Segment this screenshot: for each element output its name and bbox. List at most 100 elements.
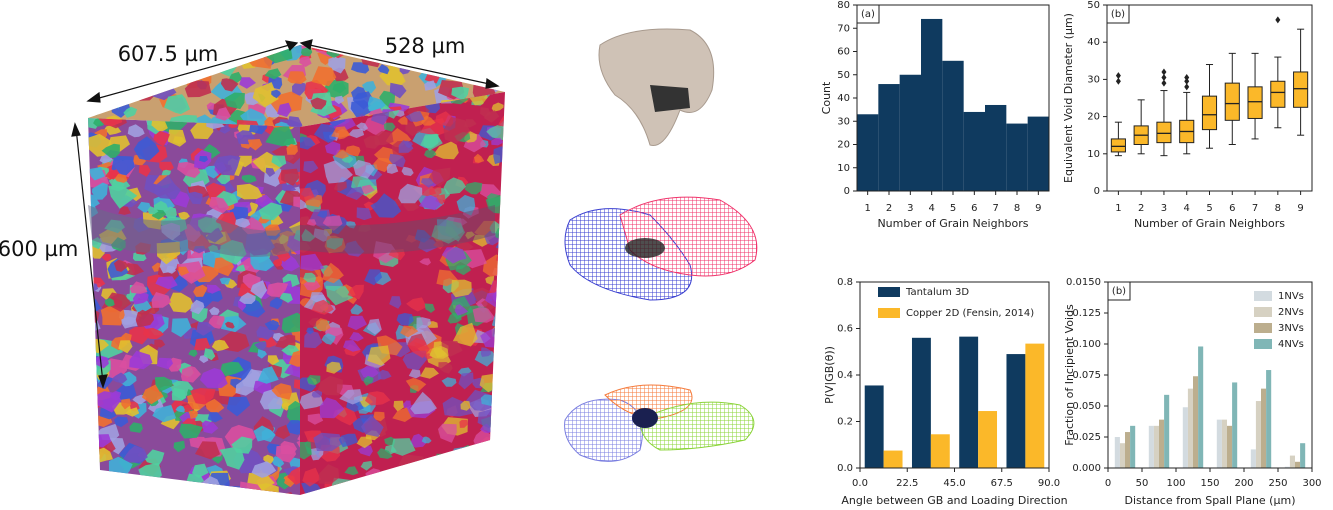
x-tick-label: 67.5 [991, 478, 1013, 489]
grain [111, 372, 128, 384]
grain [451, 480, 475, 495]
grain [115, 71, 126, 78]
bar [1232, 382, 1238, 468]
grain [121, 316, 138, 329]
grain [169, 487, 195, 495]
grain [190, 388, 216, 405]
grain [398, 140, 414, 153]
grain [123, 445, 148, 463]
bar [1266, 370, 1272, 468]
grain [496, 289, 505, 307]
grain [120, 72, 135, 85]
grain [213, 257, 235, 277]
grain [491, 137, 504, 146]
x-tick-label: 0.0 [852, 478, 868, 489]
grain [491, 309, 505, 331]
grain [88, 107, 101, 116]
grain [306, 219, 317, 227]
grain [250, 280, 267, 299]
grain [101, 71, 123, 91]
grain [161, 118, 188, 135]
x-tick-label: 8 [1014, 203, 1020, 214]
y-tick-label: 40 [1087, 37, 1100, 48]
grain [265, 125, 296, 147]
grain [459, 419, 468, 428]
grain [263, 454, 274, 464]
grain [332, 485, 355, 495]
grain [334, 95, 345, 105]
y-tick-label: 10 [837, 163, 850, 174]
grain [430, 469, 460, 485]
grain [438, 362, 453, 374]
grain [133, 136, 160, 161]
grain [398, 454, 426, 471]
grain [339, 389, 363, 405]
grain [310, 97, 327, 110]
grain [410, 391, 437, 415]
legend-label: Tantalum 3D [905, 287, 969, 298]
grain [383, 122, 396, 132]
grain [155, 276, 178, 290]
y-tick-label: 0.0150 [1066, 277, 1101, 288]
bar [899, 74, 921, 191]
grain [467, 63, 494, 82]
grain [209, 197, 230, 214]
grain [360, 460, 373, 471]
grain [284, 357, 300, 379]
grain [279, 292, 293, 303]
grain [181, 366, 201, 383]
bar [1182, 407, 1188, 468]
grain [185, 74, 198, 82]
grain [428, 167, 451, 187]
grain [418, 195, 441, 211]
grain [311, 447, 324, 461]
legend-swatch [1254, 323, 1272, 333]
grain [156, 357, 173, 370]
grain [347, 128, 365, 138]
grain [360, 365, 380, 380]
grain [466, 50, 498, 75]
y-tick-label: 0.8 [837, 277, 853, 288]
grain [473, 451, 496, 469]
grain [131, 70, 157, 85]
y-tick-label: 80 [837, 0, 850, 11]
x-tick-label: 4 [928, 203, 934, 214]
grain [441, 377, 457, 387]
grain [362, 81, 377, 94]
grain [257, 366, 279, 384]
grain [118, 205, 131, 215]
legend-swatch [878, 308, 900, 318]
bar [1289, 455, 1295, 468]
grain [407, 337, 430, 359]
grain [480, 487, 505, 495]
grain [304, 330, 323, 349]
grain [220, 78, 239, 92]
grain [303, 279, 321, 291]
grain [424, 303, 435, 313]
box [1270, 80, 1286, 108]
grain [257, 45, 276, 53]
grain [474, 153, 485, 163]
grain [321, 333, 336, 345]
grain [490, 51, 505, 66]
grain [232, 45, 249, 55]
grain [96, 65, 116, 83]
grain [95, 78, 114, 90]
grain [175, 482, 198, 495]
y-tick-label: 30 [837, 116, 850, 127]
grain [171, 318, 192, 338]
grain [393, 400, 405, 412]
grain [345, 186, 364, 200]
grain [315, 318, 331, 332]
grain [264, 68, 282, 80]
grain [88, 458, 96, 472]
grain [474, 351, 497, 367]
y-tick-label: 50 [837, 70, 850, 81]
grain [101, 288, 118, 300]
grain [485, 275, 495, 285]
x-tick-label: 9 [1297, 203, 1303, 214]
grain [178, 211, 190, 220]
grain [344, 466, 359, 476]
grain [154, 339, 166, 348]
grain [443, 177, 467, 195]
